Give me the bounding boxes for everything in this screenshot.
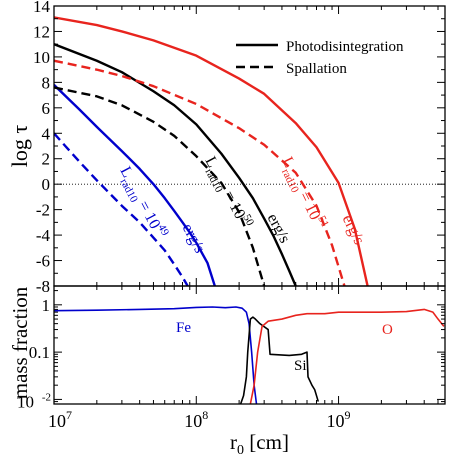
series-49-photodisintegration	[54, 84, 216, 286]
y-tick-label: 1	[42, 296, 51, 315]
y-tick-label: 2	[42, 150, 51, 169]
curve-annotation-unit-49: erg/s	[179, 221, 208, 256]
y-tick-label: -6	[36, 252, 50, 271]
y-tick-label: 6	[42, 99, 51, 118]
y-axis-label: log τ	[7, 125, 32, 168]
y-tick-label: 12	[33, 22, 50, 41]
y-tick-label: -4	[36, 226, 51, 245]
mass-fraction-plot: 1 0.1 10 -2 107 108 109 r0 [cm] mass fraction Fe S…	[8, 285, 446, 455]
optical-depth-plot: -8 -6 -4 -2 0 2 4 6 8 10 12 14 log τ Photodisintegrat…	[7, 0, 446, 296]
curve-annotation-unit-50: erg/s	[264, 211, 293, 246]
curve-annotation-unit-51: erg/s	[339, 212, 368, 247]
series-50-photodisintegration	[54, 43, 297, 286]
bottom-y-axis-label: mass fraction	[8, 286, 32, 399]
legend-label-1: Spallation	[286, 61, 347, 77]
x-axis-label: r0 [cm]	[230, 430, 289, 455]
series-si	[239, 316, 320, 404]
series-o	[249, 308, 445, 404]
y-tick-label: 14	[33, 0, 51, 16]
x-tick-label: 109	[327, 408, 351, 431]
y-tick-label: -2	[36, 201, 50, 220]
y-tick-label: -8	[36, 277, 50, 296]
x-tick-label: 108	[184, 408, 208, 431]
label-o: O	[382, 322, 393, 338]
curve-annotation-49: Lrad10 = 1049	[113, 162, 171, 243]
series-51-spallation	[54, 59, 346, 286]
curve-annotation-50: Lrad10 = 1050	[198, 152, 256, 233]
y-tick-label: 4	[42, 124, 51, 143]
x-tick-label: 107	[48, 408, 72, 431]
series-49-spallation	[54, 132, 189, 286]
bottom-frame	[53, 285, 446, 405]
y-tick-label: 0.1	[29, 343, 50, 362]
legend-label-0: Photodisintegration	[286, 39, 404, 55]
label-si: Si	[294, 358, 307, 374]
label-fe: Fe	[176, 320, 191, 336]
series-fe	[54, 306, 258, 404]
series-51-photodisintegration	[54, 16, 369, 286]
y-tick-label: 10	[33, 48, 50, 67]
y-tick-label: 0	[42, 175, 51, 194]
y-tick-exp: -2	[42, 391, 51, 403]
y-tick-label: 10	[17, 392, 34, 411]
y-tick-label: 8	[42, 73, 51, 92]
series-50-spallation	[54, 86, 266, 286]
